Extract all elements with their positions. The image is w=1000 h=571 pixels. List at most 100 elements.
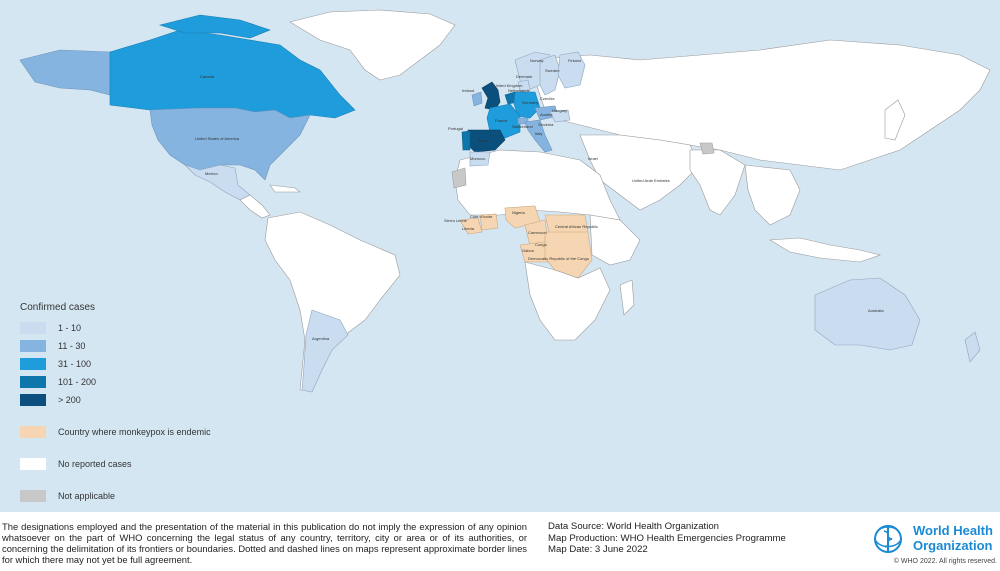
label-argentina: Argentina [312,336,330,341]
copyright: © WHO 2022. All rights reserved. [893,558,997,565]
data-source: Data Source: World Health Organization [548,521,719,532]
morocco [469,151,491,167]
label-czechia: Czechia [540,96,555,101]
label-car: Central African Republic [555,224,598,229]
new-zealand [964,331,981,363]
finland [557,51,586,89]
label-slovenia: Slovenia [538,122,554,127]
map-date: Map Date: 3 June 2022 [548,544,648,555]
label-switzerland: Switzerland [512,124,533,129]
label-australia: Australia [868,308,884,313]
label-portugal: Portugal [448,126,463,131]
portugal [461,130,471,151]
label-israel: Israel [588,156,598,161]
disclaimer-text: The designations employed and the presen… [2,521,527,565]
legend-swatch [20,358,46,370]
label-cote-divoire: Côte d'Ivoire [470,214,493,219]
label-congo: Congo [535,242,548,247]
legend-swatch [20,426,46,438]
map-production: Map Production: WHO Health Emergencies P… [548,532,786,544]
label-ireland: Ireland [462,88,474,93]
southern-africa [524,261,611,341]
label-nigeria: Nigeria [512,210,525,215]
united-kingdom [481,81,501,111]
legend-item-endemic: Country where monkeypox is endemic [20,423,280,441]
legend-item: > 200 [20,391,280,409]
sweden [539,54,561,96]
kashmir-na [699,142,715,155]
label-hungary: Hungary [552,108,567,113]
europe-east [529,39,991,171]
label-italy: Italy [535,131,542,136]
label-finland: Finland [568,58,581,63]
who-name-line2: Organization [913,538,993,553]
label-mexico: Mexico [205,171,218,176]
legend-swatch [20,340,46,352]
south-america [264,211,401,391]
india [689,149,746,216]
caribbean [269,184,301,193]
who-name: World Health Organization [913,523,993,553]
world-map: Canada United States of America Mexico A… [0,0,1000,512]
legend-item: 11 - 30 [20,337,280,355]
sierra-leone-liberia [459,217,483,235]
legend-label: 11 - 30 [58,341,86,351]
label-france: France [495,118,508,123]
legend-title: Confirmed cases [20,302,96,313]
label-uk: United Kingdom [494,83,523,88]
who-logo: World Health Organization [868,519,998,559]
label-austria: Austria [540,112,553,117]
footer: The designations employed and the presen… [0,512,1000,571]
japan [884,99,906,141]
who-name-line1: World Health [913,523,993,538]
alaska [19,49,111,96]
hungary [549,109,571,123]
label-canada: Canada [200,74,215,79]
label-sierra-leone: Sierra Leone [444,218,468,223]
italy [524,119,553,153]
legend-swatch [20,394,46,406]
indonesia [769,237,882,263]
label-liberia: Liberia [462,226,475,231]
legend-item-no-cases: No reported cases [20,455,280,473]
legend-swatch [20,458,46,470]
madagascar [619,279,635,316]
cote-divoire [479,213,499,231]
southeast-asia [744,164,801,226]
legend-item: 101 - 200 [20,373,280,391]
label-netherlands: Netherlands [508,88,530,93]
legend-label: 101 - 200 [58,377,97,387]
usa [149,107,311,181]
source-info: Data Source: World Health Organization M… [548,521,786,556]
legend-label: Country where monkeypox is endemic [58,427,211,437]
france [486,103,521,139]
legend-swatch [20,322,46,334]
legend-item: 31 - 100 [20,355,280,373]
label-drc: Democratic Republic of the Congo [528,256,590,261]
legend: Confirmed cases 1 - 10 11 - 30 31 - 100 … [20,302,280,505]
germany [513,91,541,119]
label-sweden: Sweden [545,68,559,73]
label-spain: Spain [478,138,488,143]
legend-swatch [20,376,46,388]
legend-label: Not applicable [58,491,116,501]
legend-swatch [20,490,46,502]
label-norway: Norway [530,58,544,63]
label-morocco: Morocco [470,156,486,161]
ireland [471,91,483,107]
denmark [517,79,531,92]
label-gabon: Gabon [522,248,534,253]
legend-label: > 200 [58,395,81,405]
who-emblem-icon [874,525,902,553]
central-america [239,194,271,219]
label-uae: United Arab Emirates [632,178,670,183]
legend-label: No reported cases [58,459,132,469]
legend-label: 1 - 10 [58,323,82,333]
label-denmark: Denmark [516,74,532,79]
label-usa: United States of America [195,136,240,141]
label-germany: Germany [522,100,538,105]
legend-item-not-applicable: Not applicable [20,487,280,505]
label-cameroon: Cameroon [528,230,547,235]
western-sahara-na [451,167,467,189]
canada [109,29,356,119]
